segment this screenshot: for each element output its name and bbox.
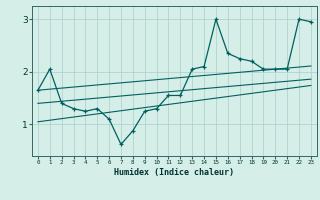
X-axis label: Humidex (Indice chaleur): Humidex (Indice chaleur)	[115, 168, 234, 177]
